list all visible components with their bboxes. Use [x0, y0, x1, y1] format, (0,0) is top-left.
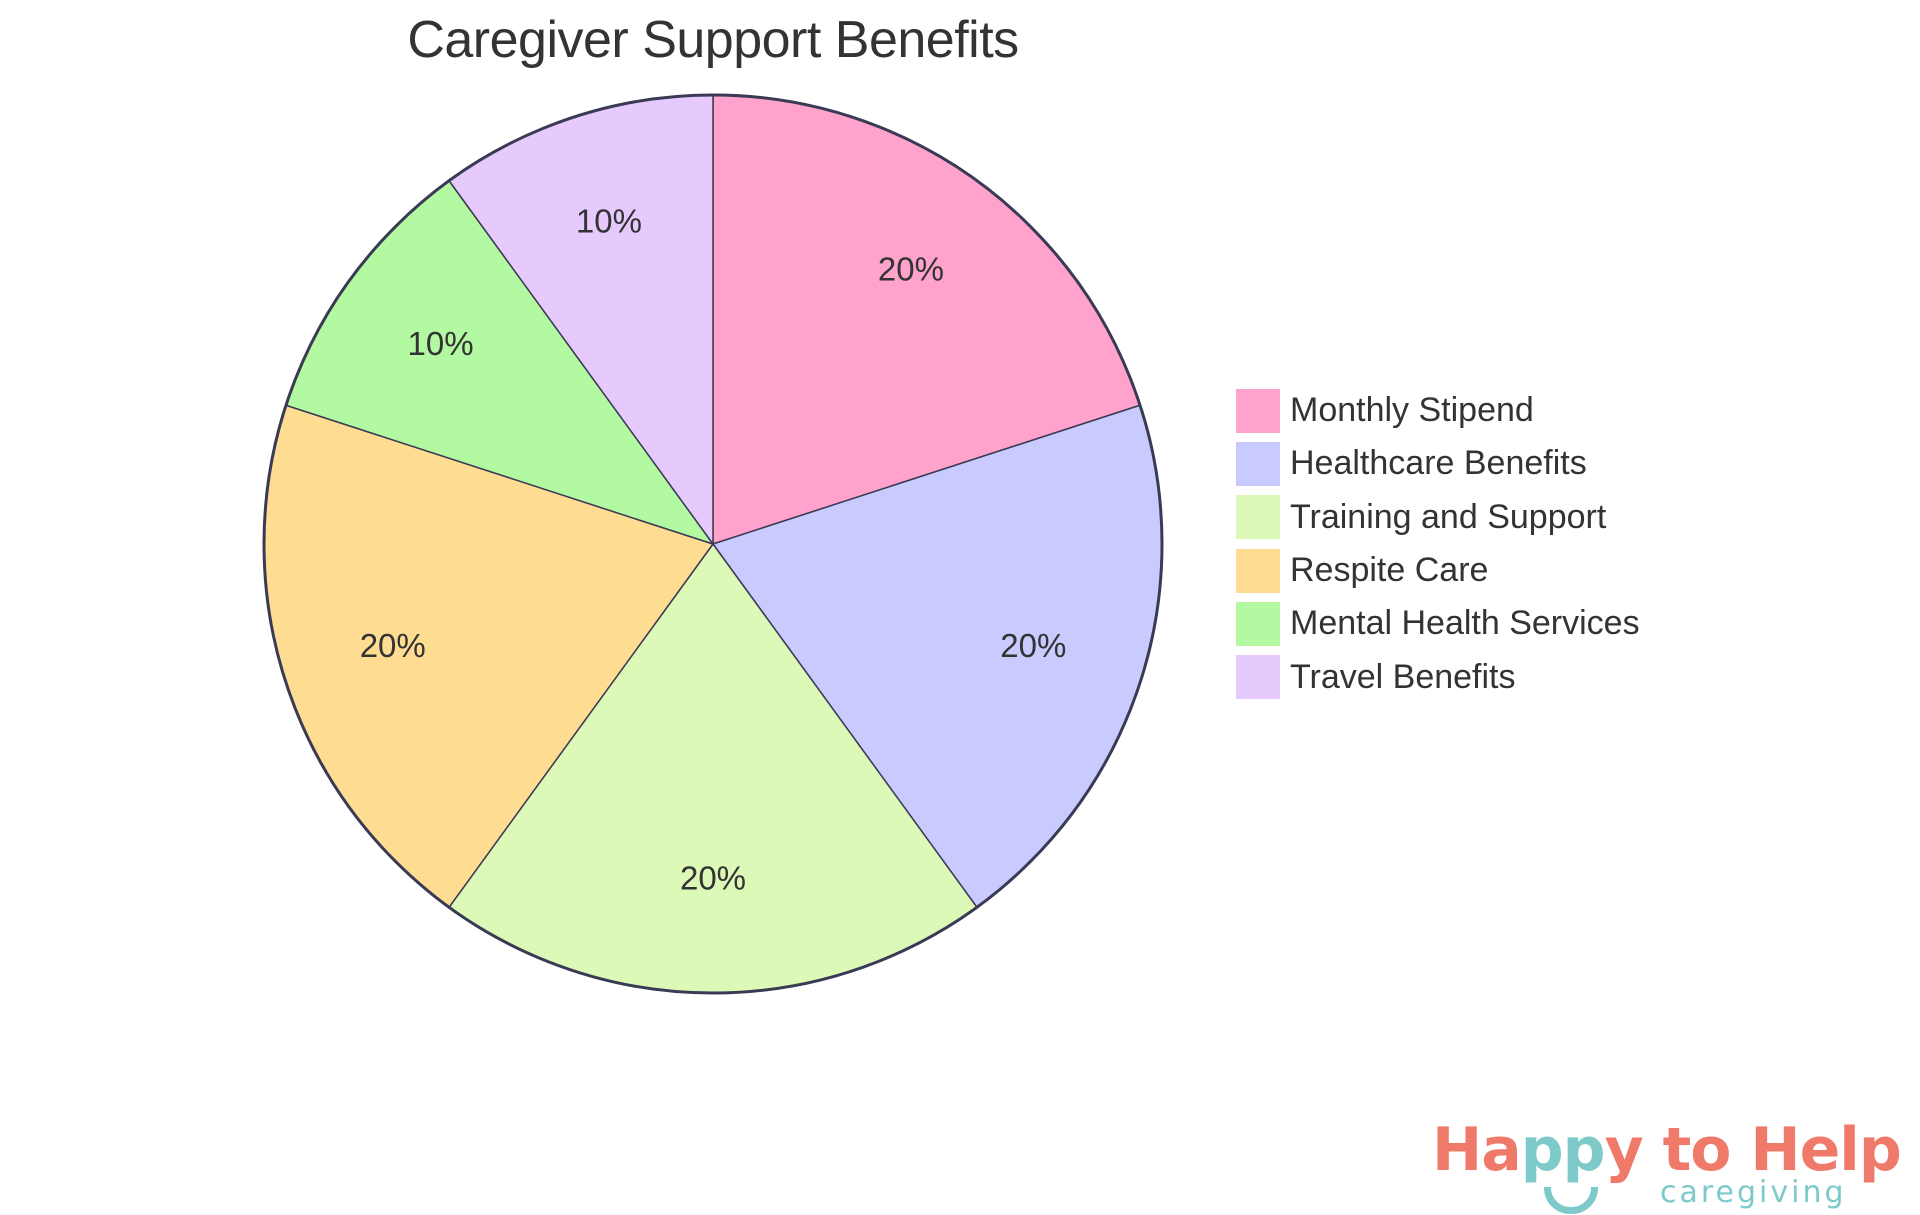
slice-label-healthcare-benefits: 20%: [1000, 627, 1066, 664]
slice-label-training-support: 20%: [680, 859, 746, 896]
logo-wordmark: Happy to Help: [1432, 1115, 1902, 1185]
slice-label-travel-benefits: 10%: [576, 202, 642, 239]
legend-label: Healthcare Benefits: [1290, 444, 1587, 483]
legend-swatch: [1236, 495, 1280, 540]
legend-label: Mental Health Services: [1290, 604, 1640, 643]
legend-swatch: [1236, 548, 1280, 593]
brand-logo: Happy to Help caregiving: [1432, 1115, 1902, 1214]
legend-item-travel-benefits: Travel Benefits: [1236, 650, 1640, 703]
legend-swatch: [1236, 601, 1280, 646]
logo-tagline: caregiving: [1660, 1175, 1847, 1210]
logo-smile-icon: [1544, 1187, 1598, 1214]
legend-item-mental-health: Mental Health Services: [1236, 597, 1640, 650]
legend-label: Training and Support: [1290, 497, 1607, 536]
legend-item-respite-care: Respite Care: [1236, 544, 1640, 597]
pie-slice-labels: 20% 20% 20% 20% 10% 10%: [360, 202, 1067, 896]
legend-item-monthly-stipend: Monthly Stipend: [1236, 384, 1640, 437]
pie-slices: [262, 93, 1164, 995]
legend-label: Respite Care: [1290, 551, 1489, 590]
legend-item-healthcare-benefits: Healthcare Benefits: [1236, 437, 1640, 490]
legend-label: Travel Benefits: [1290, 657, 1516, 696]
chart-legend: Monthly Stipend Healthcare Benefits Trai…: [1236, 384, 1640, 704]
slice-label-respite-care: 20%: [360, 627, 426, 664]
legend-swatch: [1236, 441, 1280, 486]
slice-label-monthly-stipend: 20%: [878, 250, 944, 287]
slice-label-mental-health: 10%: [408, 325, 474, 362]
legend-swatch: [1236, 388, 1280, 433]
legend-label: Monthly Stipend: [1290, 391, 1534, 430]
chart-title: Caregiver Support Benefits: [407, 11, 1019, 69]
legend-item-training-support: Training and Support: [1236, 491, 1640, 544]
legend-swatch: [1236, 655, 1280, 700]
